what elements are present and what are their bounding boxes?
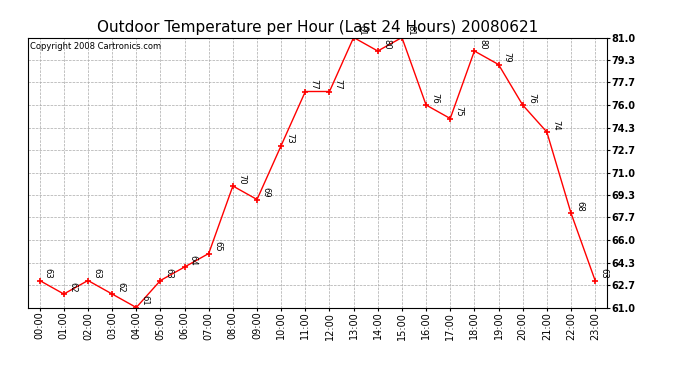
Title: Outdoor Temperature per Hour (Last 24 Hours) 20080621: Outdoor Temperature per Hour (Last 24 Ho… xyxy=(97,20,538,35)
Text: 80: 80 xyxy=(382,39,391,50)
Text: 81: 81 xyxy=(358,26,367,36)
Text: 63: 63 xyxy=(92,268,101,279)
Text: 75: 75 xyxy=(455,106,464,117)
Text: 62: 62 xyxy=(117,282,126,292)
Text: 76: 76 xyxy=(527,93,536,104)
Text: 77: 77 xyxy=(310,80,319,90)
Text: 81: 81 xyxy=(406,26,415,36)
Text: 77: 77 xyxy=(334,80,343,90)
Text: 68: 68 xyxy=(575,201,584,211)
Text: 63: 63 xyxy=(600,268,609,279)
Text: 64: 64 xyxy=(189,255,198,266)
Text: 69: 69 xyxy=(262,188,270,198)
Text: 79: 79 xyxy=(503,53,512,63)
Text: 74: 74 xyxy=(551,120,560,130)
Text: 80: 80 xyxy=(479,39,488,50)
Text: 63: 63 xyxy=(44,268,53,279)
Text: 63: 63 xyxy=(165,268,174,279)
Text: 65: 65 xyxy=(213,242,222,252)
Text: 73: 73 xyxy=(286,134,295,144)
Text: Copyright 2008 Cartronics.com: Copyright 2008 Cartronics.com xyxy=(30,42,161,51)
Text: 76: 76 xyxy=(431,93,440,104)
Text: 70: 70 xyxy=(237,174,246,184)
Text: 61: 61 xyxy=(141,296,150,306)
Text: 62: 62 xyxy=(68,282,77,292)
